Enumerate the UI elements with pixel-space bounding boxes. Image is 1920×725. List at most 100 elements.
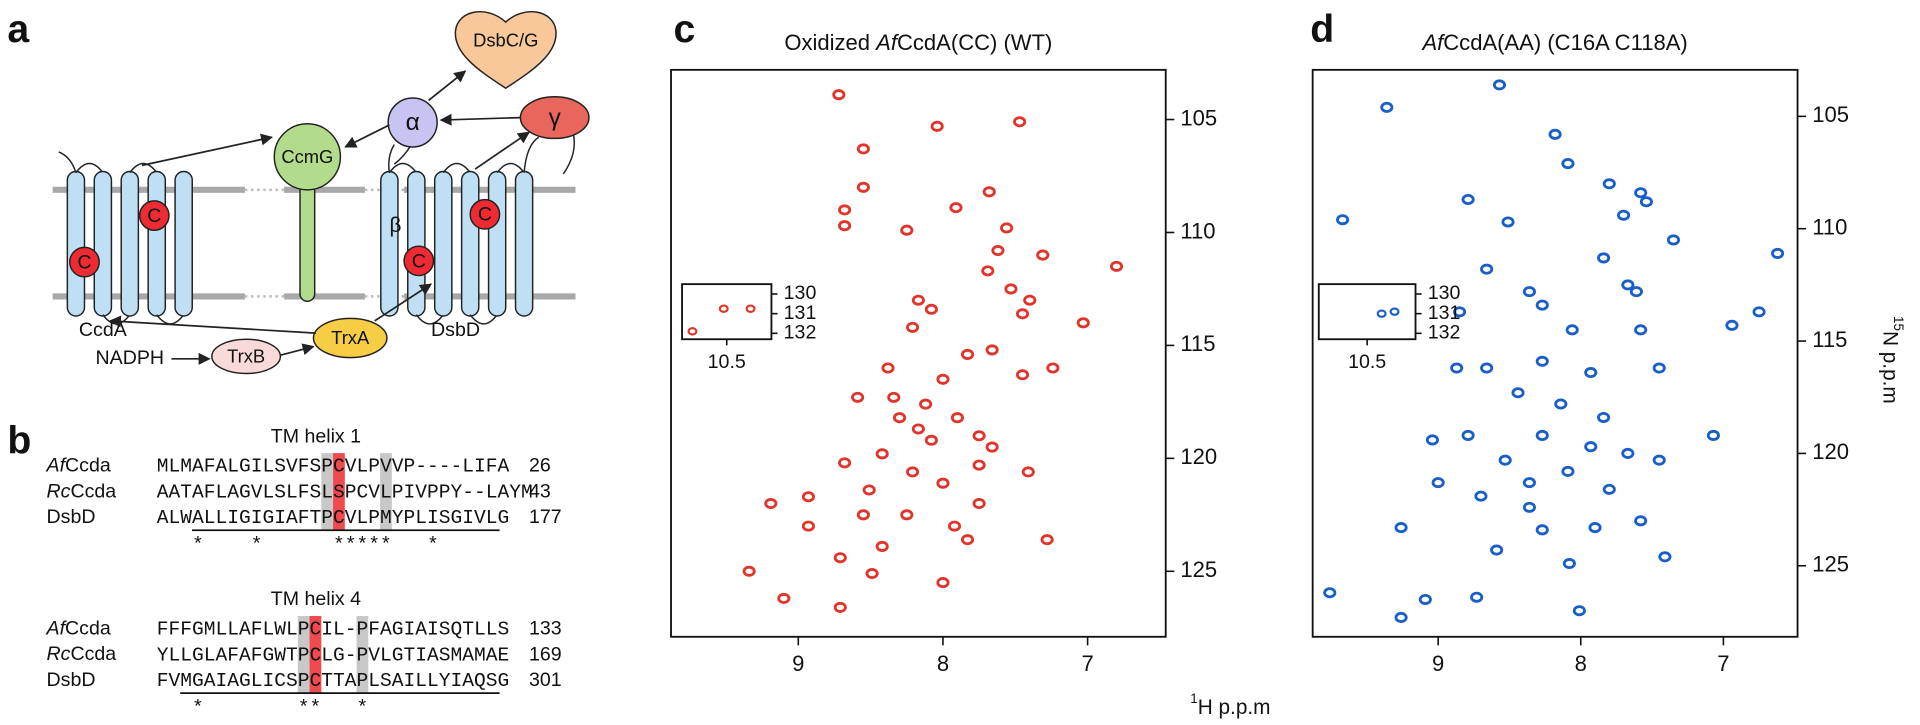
y-tick-label: 115 xyxy=(1812,327,1847,352)
conserved-column xyxy=(356,615,369,694)
x-tick-label: 7 xyxy=(1081,651,1093,676)
loop xyxy=(75,162,104,174)
x-tick-label: 8 xyxy=(937,651,949,676)
loop xyxy=(415,314,444,325)
peak xyxy=(1013,116,1027,128)
peak xyxy=(1666,234,1681,246)
peak xyxy=(1394,522,1408,534)
label-sup: 15 xyxy=(1891,316,1906,331)
species-name: DsbD xyxy=(47,506,96,528)
peak xyxy=(856,509,870,521)
label: C xyxy=(77,251,91,273)
peak xyxy=(1336,214,1350,226)
peak xyxy=(936,477,950,489)
peak xyxy=(1602,178,1616,190)
peak xyxy=(1076,317,1090,329)
label: TrxB xyxy=(227,345,265,366)
peak xyxy=(1000,222,1014,234)
peak xyxy=(1015,308,1030,320)
y-tick-label: 125 xyxy=(1812,552,1849,577)
peak xyxy=(1380,101,1394,113)
peak xyxy=(1752,306,1766,318)
trxb xyxy=(211,338,282,375)
helix-title: TM helix 1 xyxy=(271,425,361,447)
peak xyxy=(1588,522,1602,534)
peak xyxy=(936,577,950,589)
x-tick-label: 9 xyxy=(1432,651,1444,676)
arrow xyxy=(428,70,467,102)
loop xyxy=(562,132,576,175)
species-suffix: Ccda xyxy=(70,643,116,665)
loop xyxy=(496,162,525,174)
peak xyxy=(801,520,815,532)
peak xyxy=(1394,611,1408,623)
y-tick-label: 105 xyxy=(1812,102,1849,127)
peak xyxy=(1021,466,1035,478)
loop xyxy=(442,162,471,174)
helix xyxy=(147,170,167,317)
dsbcg xyxy=(454,11,557,90)
y-tick-label: 105 xyxy=(1180,105,1217,130)
peak xyxy=(1584,441,1598,453)
chart-title: Oxidized AfCcdA(CC) (WT) xyxy=(784,30,1052,55)
peak xyxy=(924,434,938,446)
peak xyxy=(906,321,920,333)
label: DsbC/G xyxy=(473,30,538,51)
peak xyxy=(1109,260,1124,272)
conserved-column xyxy=(297,615,310,694)
peak xyxy=(1376,309,1387,318)
peak xyxy=(764,497,778,510)
panel-letter: d xyxy=(1310,8,1334,51)
peak xyxy=(906,466,920,478)
peak xyxy=(833,552,847,564)
helix xyxy=(487,170,507,317)
peak xyxy=(936,373,950,385)
title-part: Af xyxy=(1420,30,1446,55)
label: TrxA xyxy=(331,327,370,348)
y-tick-label: 130 xyxy=(1428,282,1461,304)
x-tick-label: 9 xyxy=(792,651,804,676)
peak xyxy=(1621,447,1635,459)
alpha xyxy=(387,97,438,148)
peak xyxy=(1565,324,1579,336)
peak xyxy=(991,245,1005,257)
peak xyxy=(1425,434,1440,446)
x-tick-label: 8 xyxy=(1575,651,1587,676)
label: NADPH xyxy=(96,347,165,369)
peak xyxy=(838,457,852,469)
peak xyxy=(1480,362,1494,374)
terminus xyxy=(388,144,395,173)
sequence: MLMAFALGILSVFSPCVLPVVP----LIFA xyxy=(157,456,510,478)
arrow xyxy=(141,133,274,167)
cysteine-column xyxy=(333,453,345,531)
label: C xyxy=(412,250,426,272)
peak xyxy=(1725,319,1739,331)
title-part: Af xyxy=(874,30,900,55)
peak xyxy=(1634,515,1648,527)
peak xyxy=(1023,294,1037,306)
arrow xyxy=(474,131,530,170)
y-tick-label: 110 xyxy=(1180,218,1215,243)
peak xyxy=(856,143,870,155)
peak xyxy=(930,120,944,132)
species-suffix: Ccda xyxy=(65,455,111,477)
x-axis-label: 1H p.p.m xyxy=(1190,691,1270,719)
peak xyxy=(1036,249,1050,261)
species-name: RcCcda xyxy=(47,480,117,502)
panel-letter: c xyxy=(673,8,695,51)
peak xyxy=(1501,216,1515,228)
species-suffix: DsbD xyxy=(47,669,96,691)
label: γ xyxy=(549,104,562,131)
peak xyxy=(742,565,756,577)
helix xyxy=(514,170,534,317)
label-main: H p.p.m xyxy=(1198,695,1271,718)
title-part: CcdA(AA) (C16A C118A) xyxy=(1443,30,1687,55)
arrow xyxy=(439,113,521,126)
peak xyxy=(1535,299,1549,311)
peak xyxy=(1452,306,1467,318)
residue-number: 26 xyxy=(529,455,551,477)
peak xyxy=(862,484,876,496)
terminus xyxy=(58,151,77,173)
loop xyxy=(523,136,540,173)
